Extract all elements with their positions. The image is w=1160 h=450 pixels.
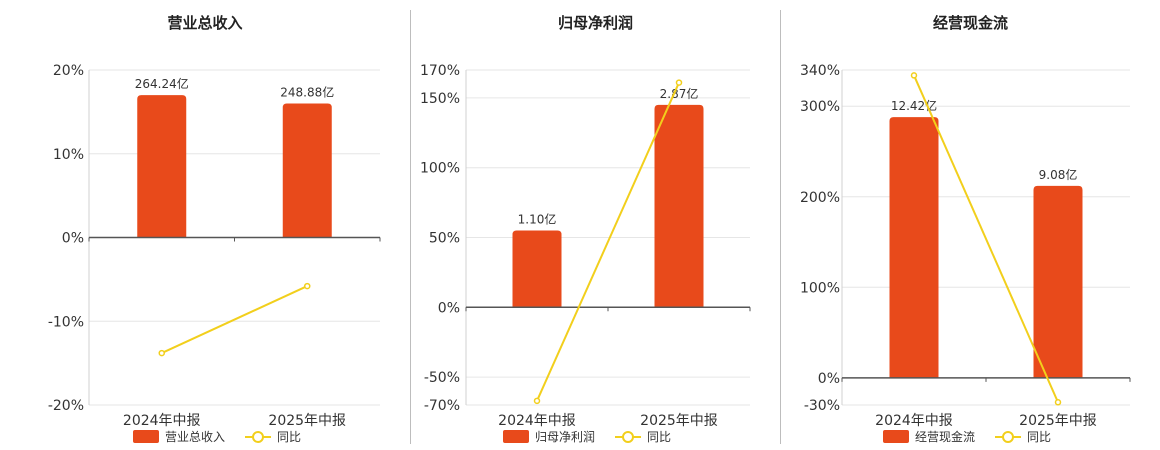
yoy-point [158,349,165,357]
legend: 归母净利润 同比 [503,428,671,445]
legend-bar-label: 经营现金流 [915,430,976,444]
x-category-label: 2024年中报 [123,413,201,429]
yoy-point [675,79,683,86]
yoy-point [533,397,541,405]
y-tick-label: -70% [424,398,460,414]
chart-title: 归母净利润 [557,14,633,32]
y-tick-label: 300% [800,99,840,115]
legend-bar-swatch [133,430,159,443]
y-tick-label: -10% [48,314,84,330]
y-tick-label: -50% [424,370,460,386]
y-tick-label: 10% [53,147,84,163]
y-tick-label: 150% [420,91,460,107]
legend-line-label: 同比 [647,430,672,444]
legend-line-swatch [615,430,642,443]
x-category-label: 2024年中报 [875,413,953,429]
x-category-label: 2024年中报 [498,413,576,429]
y-tick-label: 0% [818,371,840,387]
bar [654,104,704,308]
bar-data-label: 9.08亿 [1039,167,1078,182]
y-tick-label: 50% [429,231,460,247]
legend-line-swatch [245,430,272,443]
y-tick-label: 0% [62,231,84,247]
x-category-label: 2025年中报 [640,413,718,429]
yoy-point [910,72,918,79]
y-tick-label: 100% [420,161,460,177]
y-tick-label: 100% [800,280,840,296]
x-category-label: 2025年中报 [268,413,346,429]
bar [137,95,187,238]
y-tick-label: -30% [804,398,840,414]
x-category-label: 2025年中报 [1019,413,1097,429]
legend-bar-swatch [883,430,909,443]
chart-panel-revenue: 营业总收入 -20% -10% 0% 10% 20% 264.24亿 248.88亿 2024… [0,0,410,450]
panel-divider [780,10,781,444]
y-tick-label: 200% [800,190,840,206]
legend-line-swatch [995,430,1022,443]
y-tick-label: 340% [800,63,840,79]
yoy-line [913,75,1059,403]
chart-panel-cash-flow: 经营现金流 -30% 0% 100% 200% 300% 340% 12.42亿 9.08亿 2… [781,0,1160,450]
yoy-point [1054,399,1062,406]
legend: 经营现金流 同比 [883,428,1051,445]
yoy-line [161,285,308,354]
chart-title: 营业总收入 [167,14,243,32]
bar-data-label: 2.87亿 [660,86,699,101]
chart-net-profit: -70% -50% 0% 50% 100% 150% 170% 1.10亿 2.87亿 2024年… [420,63,751,429]
yoy-line [536,82,680,402]
y-tick-label: 0% [438,300,460,316]
legend-bar-swatch [503,430,529,443]
bar-data-label: 1.10亿 [518,212,557,227]
y-tick-label: -20% [48,398,84,414]
panel-divider [410,10,411,444]
legend: 营业总收入 同比 [133,428,301,445]
chart-panel-net-profit: 归母净利润 -70% -50% 0% 50% 100% 150% 170% 1.10亿 2.87… [411,0,780,450]
bar [1033,185,1083,378]
bar [889,117,939,378]
legend-bar-label: 营业总收入 [165,430,226,444]
bar-data-label: 248.88亿 [280,85,334,100]
legend-line-label: 同比 [1027,430,1052,444]
bar-data-label: 264.24亿 [135,76,189,91]
yoy-point [304,282,311,290]
bar [512,230,562,308]
bar [282,103,332,238]
y-tick-label: 170% [420,63,460,79]
y-tick-label: 20% [53,63,84,79]
legend-line-label: 同比 [277,430,302,444]
chart-cash-flow: -30%0%100%200%300%340%12.42亿9.08亿2024年中报… [800,63,1131,429]
chart-title: 经营现金流 [932,14,1008,32]
chart-revenue: -20% -10% 0% 10% 20% 264.24亿 248.88亿 2024年中报 202… [48,63,381,429]
legend-bar-label: 归母净利润 [535,430,596,444]
